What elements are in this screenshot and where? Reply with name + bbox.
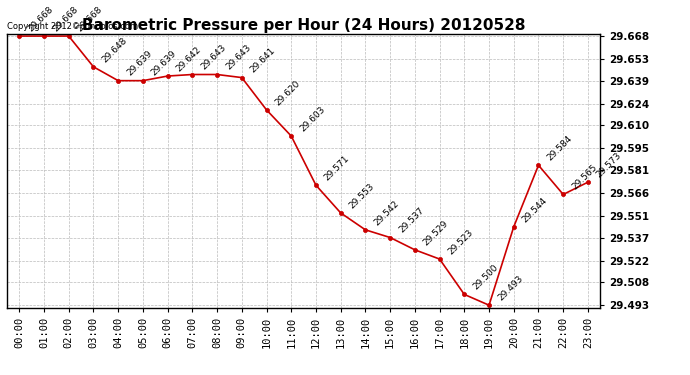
- Title: Barometric Pressure per Hour (24 Hours) 20120528: Barometric Pressure per Hour (24 Hours) …: [82, 18, 525, 33]
- Text: 29.565: 29.565: [570, 163, 599, 192]
- Text: 29.523: 29.523: [446, 228, 475, 256]
- Text: 29.493: 29.493: [496, 274, 524, 302]
- Text: 29.642: 29.642: [175, 45, 203, 73]
- Text: 29.584: 29.584: [545, 134, 574, 162]
- Text: 29.639: 29.639: [125, 49, 154, 78]
- Text: 29.537: 29.537: [397, 206, 426, 235]
- Text: 29.571: 29.571: [323, 154, 351, 183]
- Text: 29.603: 29.603: [298, 105, 327, 133]
- Text: 29.573: 29.573: [595, 151, 624, 179]
- Text: 29.668: 29.668: [26, 4, 55, 33]
- Text: 29.668: 29.668: [51, 4, 79, 33]
- Text: 29.641: 29.641: [248, 46, 277, 75]
- Text: 29.643: 29.643: [199, 43, 228, 72]
- Text: 29.639: 29.639: [150, 49, 179, 78]
- Text: 29.544: 29.544: [521, 195, 549, 224]
- Text: 29.500: 29.500: [471, 263, 500, 292]
- Text: 29.542: 29.542: [373, 199, 401, 227]
- Text: 29.668: 29.668: [76, 4, 104, 33]
- Text: Copyright 2012©condolos.com: Copyright 2012©condolos.com: [7, 22, 138, 31]
- Text: 29.643: 29.643: [224, 43, 253, 72]
- Text: 29.529: 29.529: [422, 219, 451, 247]
- Text: 29.648: 29.648: [100, 36, 129, 64]
- Text: 29.553: 29.553: [348, 182, 376, 210]
- Text: 29.620: 29.620: [273, 78, 302, 107]
